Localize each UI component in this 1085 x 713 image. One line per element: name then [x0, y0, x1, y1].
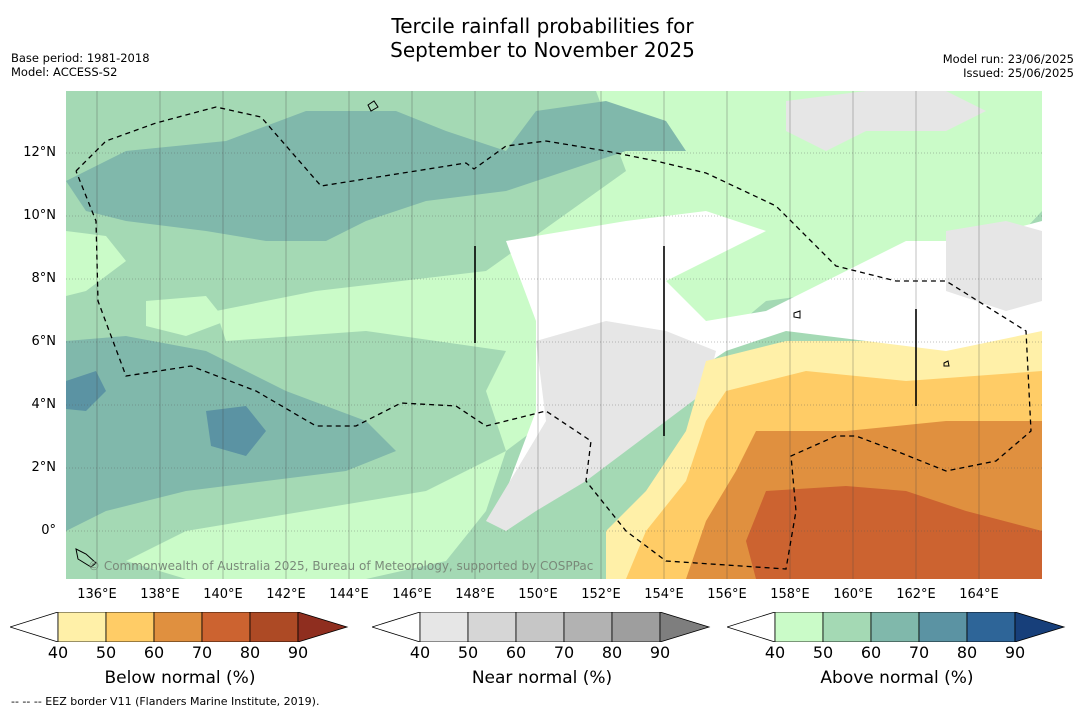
- cb-above-tick-60: 60: [860, 643, 882, 662]
- lon-label-138e: 138°E: [140, 587, 180, 602]
- cb-below-tick-70: 70: [191, 643, 213, 662]
- above-40-patch: [146, 296, 226, 336]
- lat-label-8n: 8°N: [31, 271, 57, 286]
- cb-near-tick-50: 50: [457, 643, 479, 662]
- cb-below-tick-80: 80: [239, 643, 261, 662]
- lon-label-160e: 160°E: [833, 587, 873, 602]
- lat-label-2n: 2°N: [31, 460, 57, 475]
- model-run-text: Model run: 23/06/2025: [942, 52, 1074, 66]
- issued-text: Issued: 25/06/2025: [963, 66, 1074, 80]
- probability-map[interactable]: [66, 91, 1042, 579]
- above-40-region-west: [66, 231, 126, 296]
- copyright-text: © Commonwealth of Australia 2025, Bureau…: [88, 559, 594, 573]
- lon-label-148e: 148°E: [455, 587, 495, 602]
- coastlines: [75, 100, 950, 568]
- lon-label-146e: 146°E: [392, 587, 432, 602]
- above-60-band-north: [66, 101, 686, 241]
- longitude-gridlines: [96, 91, 980, 579]
- eez-footnote: -- -- -- EEZ border V11 (Flanders Marine…: [11, 695, 320, 708]
- colorbar-below-normal: [10, 612, 349, 642]
- cb-near-tick-60: 60: [505, 643, 527, 662]
- lon-label-164e: 164°E: [959, 587, 999, 602]
- lon-label-162e: 162°E: [896, 587, 936, 602]
- lon-label-158e: 158°E: [770, 587, 810, 602]
- cb-near-tick-40: 40: [409, 643, 431, 662]
- model-text: Model: ACCESS-S2: [11, 65, 118, 79]
- cb-below-tick-60: 60: [143, 643, 165, 662]
- meta-left: Base period: 1981-2018 Model: ACCESS-S2: [11, 51, 150, 79]
- lon-label-152e: 152°E: [581, 587, 621, 602]
- lat-label-12n: 12°N: [23, 145, 56, 160]
- cb-above-tick-70: 70: [908, 643, 930, 662]
- lon-label-154e: 154°E: [644, 587, 684, 602]
- lat-label-4n: 4°N: [31, 397, 57, 412]
- island-markers: [474, 246, 917, 436]
- latitude-gridlines: [66, 152, 1042, 532]
- cb-above-title: Above normal (%): [820, 668, 974, 688]
- colorbar-above-normal: [727, 612, 1066, 642]
- title-line-1: Tercile rainfall probabilities for: [391, 14, 694, 38]
- title-line-2: September to November 2025: [390, 38, 695, 62]
- above-70-patch-west: [66, 371, 106, 411]
- lat-label-10n: 10°N: [23, 208, 56, 223]
- near-40-grey-east: [946, 221, 1042, 311]
- cb-below-tick-90: 90: [287, 643, 309, 662]
- cb-below-tick-50: 50: [95, 643, 117, 662]
- lon-label-140e: 140°E: [203, 587, 243, 602]
- lat-label-6n: 6°N: [31, 334, 57, 349]
- lat-label-0: 0°: [41, 523, 56, 538]
- cb-near-tick-80: 80: [601, 643, 623, 662]
- lon-label-136e: 136°E: [77, 587, 117, 602]
- chart-title: Tercile rainfall probabilities for Septe…: [0, 14, 1085, 62]
- meta-right: Model run: 23/06/2025 Issued: 25/06/2025: [943, 52, 1074, 80]
- lon-label-150e: 150°E: [518, 587, 558, 602]
- lon-label-144e: 144°E: [329, 587, 369, 602]
- lon-label-156e: 156°E: [707, 587, 747, 602]
- lon-label-142e: 142°E: [266, 587, 306, 602]
- cb-below-tick-40: 40: [47, 643, 69, 662]
- cb-above-tick-50: 50: [812, 643, 834, 662]
- cb-near-tick-90: 90: [649, 643, 671, 662]
- below-70-region: [746, 486, 1042, 579]
- cb-above-tick-40: 40: [764, 643, 786, 662]
- near-40-grey-northeast: [786, 91, 986, 151]
- colorbar-near-normal: [372, 612, 711, 642]
- cb-below-title: Below normal (%): [104, 668, 256, 688]
- cb-above-tick-90: 90: [1004, 643, 1026, 662]
- cb-near-title: Near normal (%): [471, 668, 613, 688]
- eez-borders: [75, 106, 1032, 570]
- base-period-text: Base period: 1981-2018: [11, 51, 150, 65]
- cb-near-tick-70: 70: [553, 643, 575, 662]
- cb-above-tick-80: 80: [956, 643, 978, 662]
- above-70-patch-center: [206, 406, 266, 456]
